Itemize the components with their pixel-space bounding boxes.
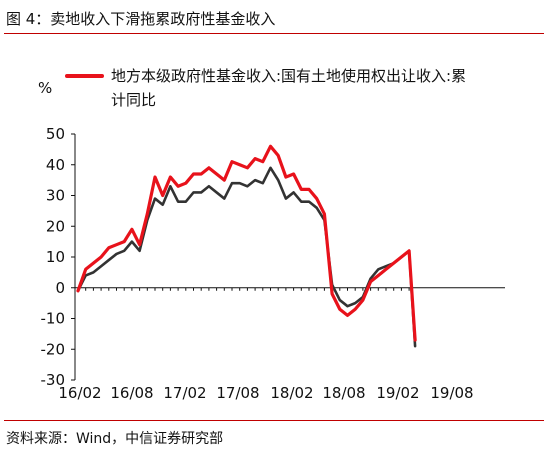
legend-label: 地方本级政府性基金收入:国有土地使用权出让收入:累	[111, 67, 466, 85]
x-tick-label: 19/08	[430, 384, 473, 402]
source-divider	[4, 420, 544, 421]
x-tick-label: 17/02	[163, 384, 206, 402]
legend-label: 计同比	[111, 91, 156, 109]
x-tick-label: 18/08	[322, 384, 365, 402]
x-tick-label: 18/02	[270, 384, 313, 402]
y-tick-label: 0	[55, 279, 65, 297]
series-line-red	[76, 144, 417, 342]
y-axis-label: %	[38, 79, 52, 97]
x-tick-label: 16/02	[58, 384, 101, 402]
figure-source: 资料来源：Wind，中信证券研究部	[6, 431, 224, 447]
x-tick-label: 17/08	[216, 384, 259, 402]
y-tick-label: 30	[46, 187, 65, 205]
y-tick-label: 20	[46, 217, 65, 235]
y-tick-label: 40	[46, 156, 65, 174]
y-tick-label: -30	[41, 371, 66, 389]
series-line-dark	[76, 166, 417, 348]
title-divider	[4, 33, 544, 34]
line-chart: -30 -20 -10 0 10 20 30 40 50% 16/02 16/08 17/02 17/0…	[38, 67, 505, 402]
x-tick-label: 16/08	[110, 384, 153, 402]
y-tick-label: -10	[41, 310, 66, 328]
figure-title: 图 4：卖地收入下滑拖累政府性基金收入	[6, 10, 276, 28]
y-tick-label: -20	[41, 340, 66, 358]
x-tick-label: 19/02	[376, 384, 419, 402]
y-tick-label: 10	[46, 248, 65, 266]
y-tick-label: 50	[46, 125, 65, 143]
